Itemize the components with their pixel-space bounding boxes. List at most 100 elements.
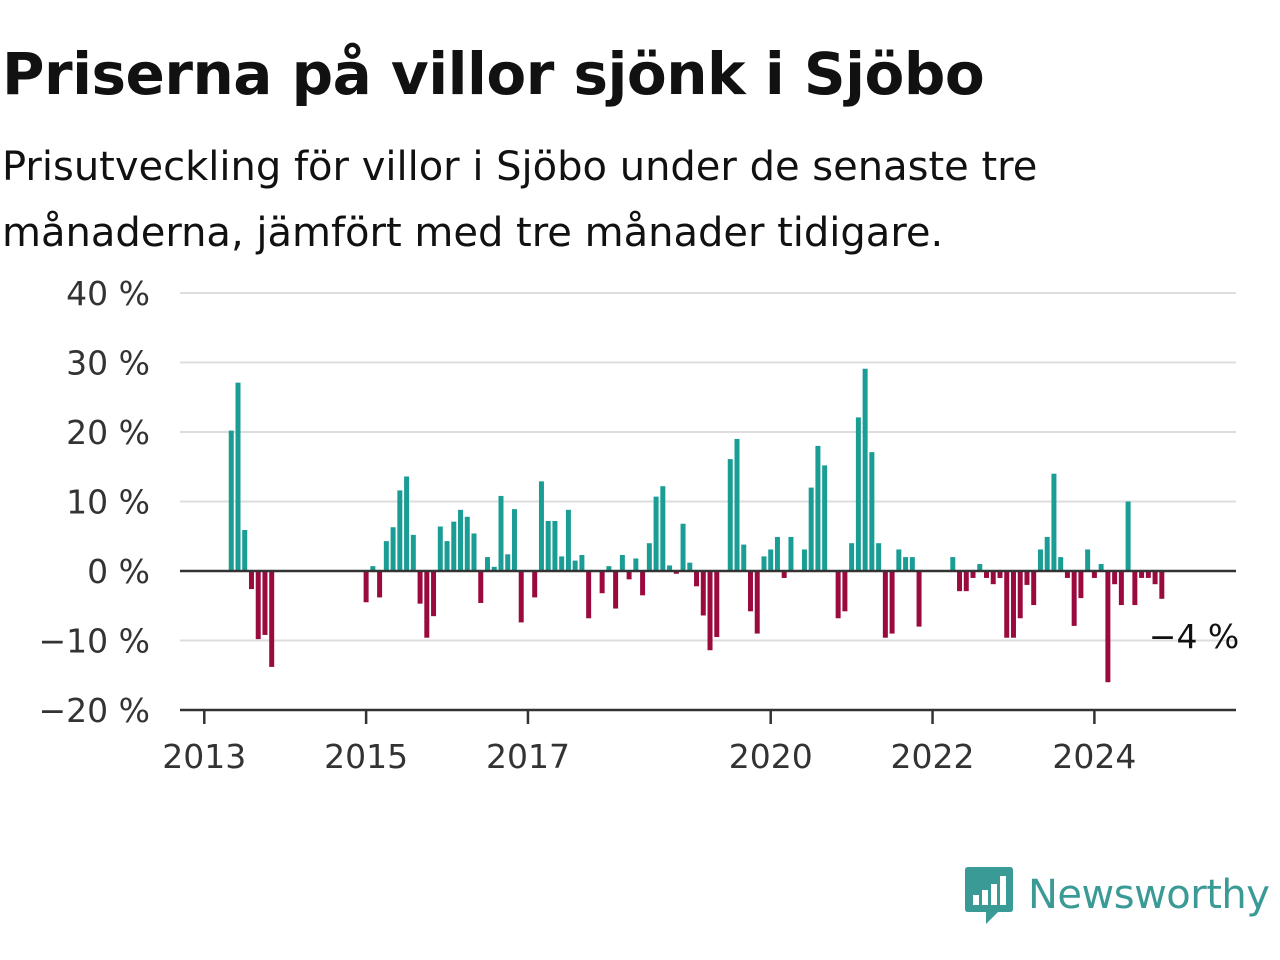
- y-tick-label: 20 %: [66, 413, 150, 452]
- bar-positive: [849, 543, 855, 571]
- bar-negative: [707, 571, 713, 651]
- bar-positive: [383, 541, 389, 571]
- bar-positive: [397, 490, 403, 571]
- bar-positive: [876, 543, 882, 571]
- bar-positive: [862, 368, 868, 571]
- bar-negative: [781, 571, 787, 578]
- bar-positive: [511, 509, 517, 571]
- bar-positive: [437, 526, 443, 571]
- bar-negative: [1145, 571, 1151, 578]
- bar-negative: [673, 571, 679, 574]
- x-tick-label: 2020: [729, 737, 813, 776]
- bar-positive: [741, 544, 747, 571]
- bar-positive: [471, 533, 477, 571]
- x-tick-label: 2024: [1052, 737, 1136, 776]
- y-tick-label: −10 %: [39, 622, 151, 661]
- bar-positive: [855, 417, 861, 571]
- bar-negative: [1118, 571, 1124, 606]
- bar-positive: [909, 557, 915, 571]
- bar-positive: [646, 543, 652, 571]
- bar-negative: [1024, 571, 1030, 585]
- bar-negative: [478, 571, 484, 603]
- latest-value-label: −4 %: [1149, 617, 1240, 656]
- bar-negative: [424, 571, 430, 638]
- bar-negative: [694, 571, 700, 587]
- bar-positive: [869, 452, 875, 571]
- bar-negative: [990, 571, 996, 585]
- y-tick-label: 30 %: [66, 344, 150, 383]
- bar-negative: [599, 571, 605, 594]
- bar-positive: [788, 536, 794, 571]
- bar-negative: [916, 571, 922, 627]
- bar-positive: [505, 554, 511, 571]
- bar-positive: [579, 555, 585, 571]
- bar-positive: [653, 496, 659, 571]
- bar-positive: [687, 562, 693, 571]
- bar-negative: [431, 571, 437, 617]
- newsworthy-logo: Newsworthy: [964, 864, 1270, 926]
- x-tick-label: 2015: [324, 737, 408, 776]
- bar-positive: [606, 566, 612, 571]
- bar-negative: [248, 571, 254, 590]
- bar-positive: [1044, 536, 1050, 571]
- x-tick-label: 2013: [162, 737, 246, 776]
- bar-negative: [532, 571, 538, 598]
- bar-positive: [801, 549, 807, 571]
- newsworthy-logo-text: Newsworthy: [1028, 872, 1270, 918]
- bar-positive: [444, 541, 450, 571]
- bar-negative: [269, 571, 275, 667]
- y-tick-label: −20 %: [39, 691, 151, 730]
- bar-positive: [485, 557, 490, 571]
- bar-positive: [761, 556, 767, 571]
- bar-negative: [262, 571, 268, 635]
- bar-positive: [950, 557, 956, 571]
- bar-positive: [808, 487, 814, 571]
- y-tick-label: 10 %: [66, 483, 150, 522]
- bar-negative: [700, 571, 706, 616]
- bar-positive: [903, 557, 909, 571]
- bar-negative: [1071, 571, 1077, 626]
- bar-negative: [1017, 571, 1023, 619]
- bar-positive: [491, 566, 497, 571]
- bar-positive: [458, 509, 464, 571]
- bar-positive: [370, 566, 376, 571]
- bar-negative: [1112, 571, 1118, 585]
- bar-negative: [1159, 571, 1165, 599]
- bar-negative: [842, 571, 848, 612]
- bar-positive: [235, 382, 241, 571]
- bar-positive: [1125, 501, 1131, 571]
- bar-positive: [815, 445, 821, 571]
- bar-positive: [660, 486, 666, 571]
- bar-positive: [410, 534, 416, 571]
- bar-negative: [754, 571, 760, 634]
- bar-negative: [1078, 571, 1084, 599]
- bar-negative: [882, 571, 888, 638]
- bar-negative: [963, 571, 969, 592]
- bar-positive: [404, 476, 410, 571]
- bar-negative: [1010, 571, 1016, 638]
- bar-positive: [559, 556, 565, 571]
- bar-positive: [727, 459, 733, 571]
- chart-title: Priserna på villor sjönk i Sjöbo: [2, 40, 985, 108]
- bar-negative: [1064, 571, 1070, 578]
- bar-negative: [518, 571, 524, 623]
- bar-positive: [565, 509, 571, 571]
- bar-negative: [714, 571, 720, 638]
- bar-negative: [1031, 571, 1037, 606]
- bar-negative: [626, 571, 632, 580]
- bar-negative: [957, 571, 963, 592]
- bar-positive: [451, 521, 457, 571]
- bar-negative: [640, 571, 646, 596]
- bar-positive: [1051, 473, 1057, 571]
- bar-positive: [774, 536, 780, 571]
- bar-positive: [538, 481, 544, 571]
- bar-positive: [390, 527, 396, 571]
- bar-negative: [1139, 571, 1145, 578]
- bar-positive: [572, 560, 578, 571]
- bar-negative: [613, 571, 619, 609]
- bar-positive: [1085, 549, 1091, 571]
- bar-positive: [822, 465, 828, 571]
- bar-negative: [970, 571, 976, 578]
- bar-positive: [1058, 557, 1064, 571]
- bar-positive: [228, 430, 234, 571]
